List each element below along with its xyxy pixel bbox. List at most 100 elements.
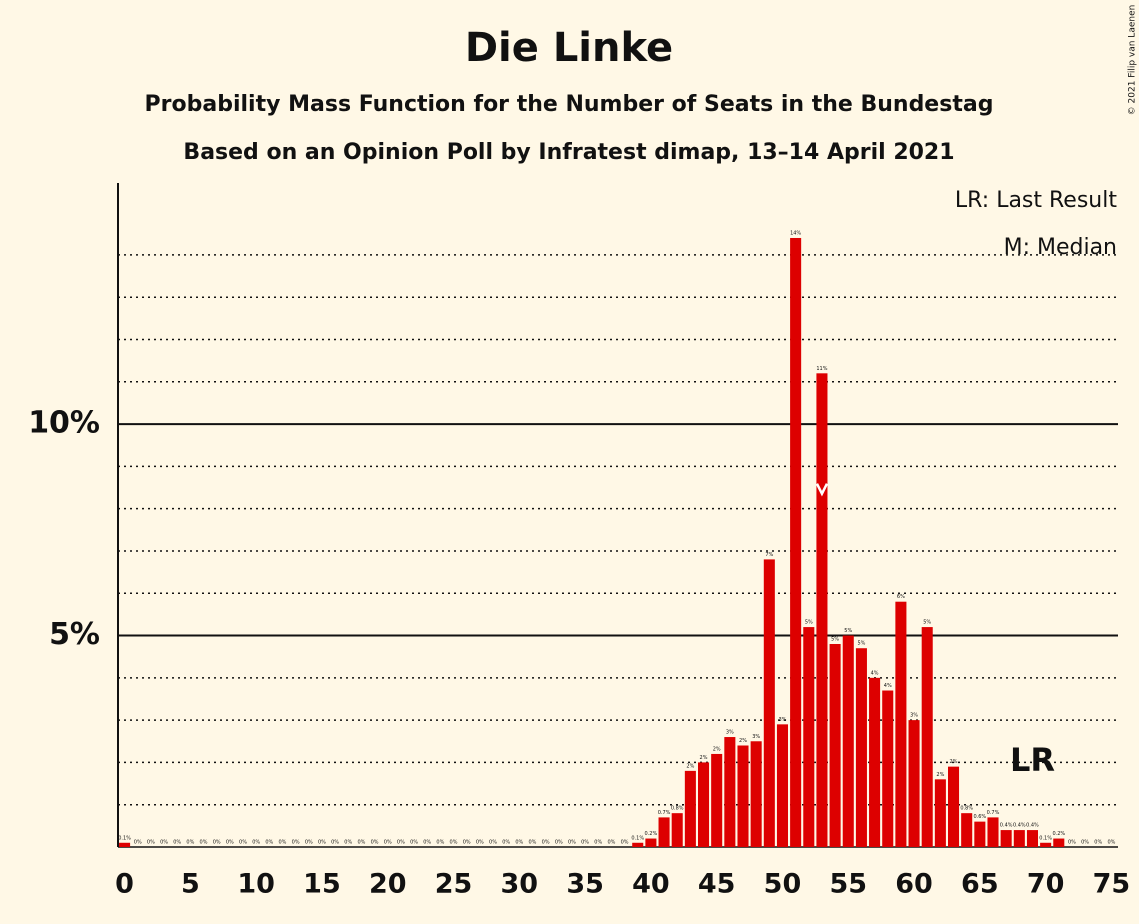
value-label: 0% (502, 840, 510, 846)
value-label: 0% (357, 840, 365, 846)
value-label: 0% (279, 840, 287, 846)
value-label: 0% (200, 840, 208, 846)
x-tick-label: 75 (1093, 869, 1131, 900)
value-label: 0.7% (658, 810, 671, 816)
bar (763, 559, 775, 847)
value-label: 0% (397, 840, 405, 846)
value-label: 3% (910, 713, 918, 719)
bar (1013, 830, 1025, 847)
bar (842, 635, 854, 847)
value-label: 0% (186, 840, 194, 846)
value-label: 0% (226, 840, 234, 846)
value-label: 0% (371, 840, 379, 846)
value-label: 0% (147, 840, 155, 846)
x-tick-label: 50 (764, 869, 802, 900)
value-label: 0% (476, 840, 484, 846)
value-label: 5% (844, 628, 852, 634)
value-label: 0% (529, 840, 537, 846)
value-label: 6% (897, 594, 905, 600)
value-label: 0% (410, 840, 418, 846)
bar (776, 724, 788, 847)
bar (645, 838, 657, 847)
bar (684, 770, 696, 847)
value-label: 3% (779, 717, 787, 723)
last-result-label: LR (1010, 741, 1055, 779)
bar (829, 643, 841, 847)
x-tick-label: 55 (829, 869, 867, 900)
bar (961, 813, 973, 847)
bar (737, 745, 749, 847)
value-label: 2% (739, 738, 747, 744)
x-tick-label: 65 (961, 869, 999, 900)
value-label: 5% (857, 641, 865, 647)
value-label: 2% (936, 772, 944, 778)
value-label: 7% (765, 552, 773, 558)
value-label: 0% (160, 840, 168, 846)
bar (948, 766, 960, 847)
bar (816, 373, 828, 847)
x-tick-label: 35 (566, 869, 604, 900)
legend-entry: M: Median (1004, 235, 1117, 260)
value-label: 0.4% (1013, 823, 1026, 829)
bar (711, 753, 723, 847)
bar (790, 237, 802, 847)
bar (698, 762, 710, 847)
x-tick-label: 60 (895, 869, 933, 900)
value-label: 2% (713, 746, 721, 752)
bar (1040, 842, 1052, 847)
value-label: 0.8% (671, 806, 684, 812)
x-tick-label: 15 (303, 869, 341, 900)
value-label: 0% (594, 840, 602, 846)
bar (987, 817, 999, 847)
bar (882, 690, 894, 847)
value-label: 0% (252, 840, 260, 846)
value-label: 2% (686, 763, 694, 769)
value-label: 0.8% (960, 806, 973, 812)
value-label: 0.4% (1000, 823, 1013, 829)
bar (869, 677, 881, 847)
value-label: 5% (831, 636, 839, 642)
y-tick-label: 10% (28, 406, 100, 441)
value-label: 0.2% (645, 831, 658, 837)
bar (119, 842, 131, 847)
legend-entry: LR: Last Result (955, 188, 1117, 213)
x-tick-label: 40 (632, 869, 670, 900)
bar (908, 720, 920, 847)
value-label: 0% (423, 840, 431, 846)
value-label: 4% (871, 670, 879, 676)
value-label: 0% (318, 840, 326, 846)
chart-title: Die Linke (465, 25, 673, 71)
value-label: 0.2% (1052, 831, 1065, 837)
value-label: 0% (621, 840, 629, 846)
value-label: 0% (1081, 840, 1089, 846)
bar (974, 821, 986, 847)
value-label: 0% (134, 840, 142, 846)
value-label: 11% (816, 366, 827, 372)
x-tick-label: 10 (237, 869, 275, 900)
bar (632, 842, 644, 847)
value-label: 0% (1107, 840, 1115, 846)
value-label: 0% (489, 840, 497, 846)
value-label: 0.1% (631, 835, 644, 841)
value-label: 0% (265, 840, 273, 846)
value-label: 0% (213, 840, 221, 846)
value-label: 0% (542, 840, 550, 846)
x-tick-label: 70 (1027, 869, 1065, 900)
value-label: 0.6% (973, 814, 986, 820)
bar (671, 813, 683, 847)
value-label: 0.1% (1039, 835, 1052, 841)
chart-subtitle: Based on an Opinion Poll by Infratest di… (183, 140, 954, 165)
x-tick-label: 45 (698, 869, 736, 900)
value-label: 5% (923, 620, 931, 626)
bar (1000, 830, 1012, 847)
value-label: 0% (305, 840, 313, 846)
bar (921, 627, 933, 847)
value-label: 0% (239, 840, 247, 846)
value-label: 5% (805, 620, 813, 626)
bar (724, 737, 736, 847)
x-tick-label: 5 (181, 869, 200, 900)
value-label: 2% (700, 755, 708, 761)
value-label: 0% (568, 840, 576, 846)
